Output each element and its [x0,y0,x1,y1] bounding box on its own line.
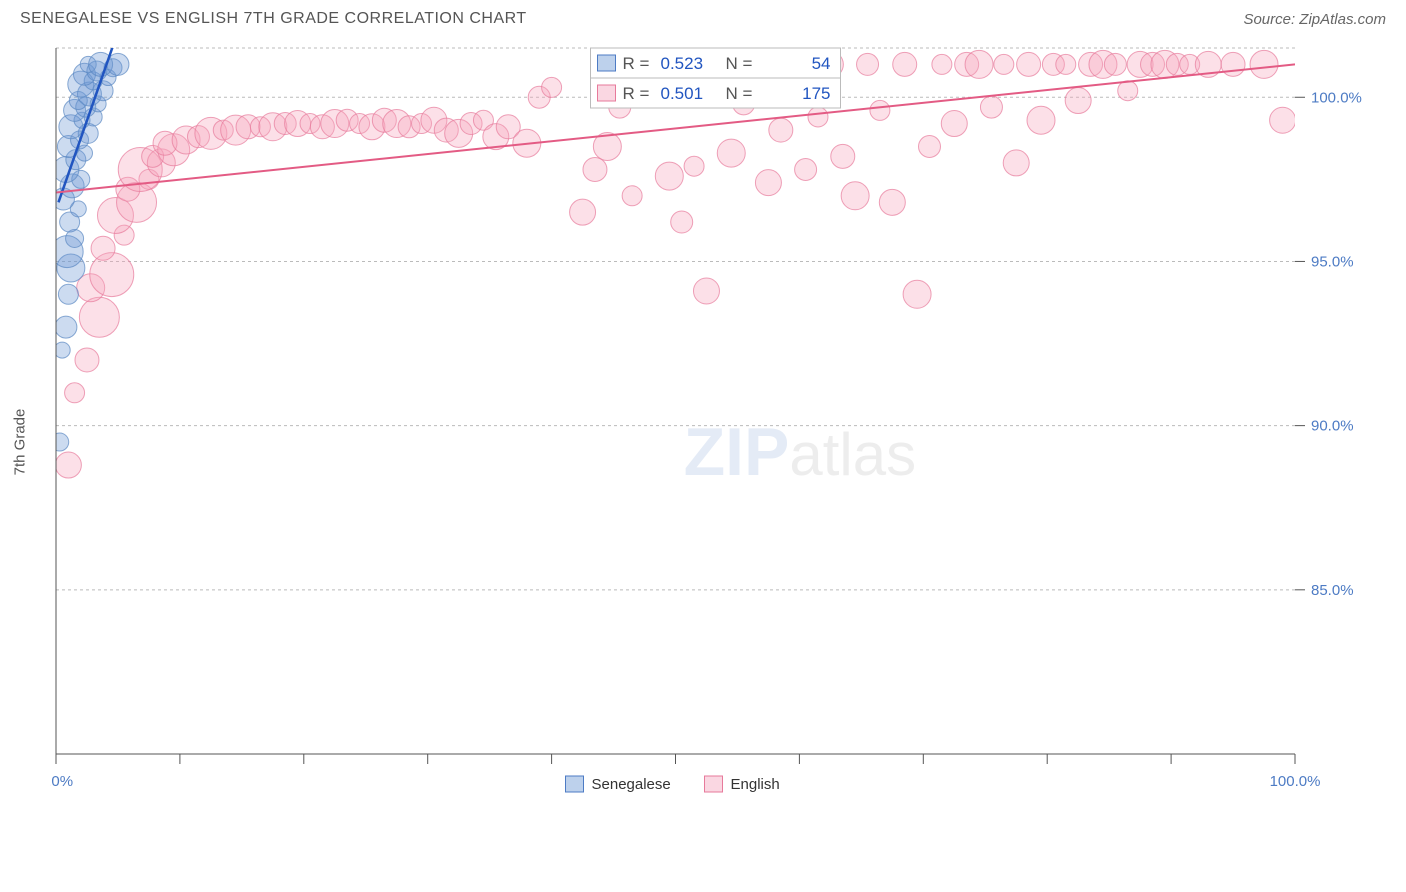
legend-swatch [705,776,723,792]
data-point [755,170,781,196]
data-point [795,158,817,180]
data-point [831,144,855,168]
data-point [583,157,607,181]
data-point [769,118,793,142]
stats-swatch [598,55,616,71]
stats-n-label: N = [726,84,753,103]
data-point [841,182,869,210]
source-attribution: Source: ZipAtlas.com [1243,11,1386,28]
data-point [965,50,993,78]
data-point [879,189,905,215]
data-point [622,186,642,206]
data-point [655,162,683,190]
chart-wrapper: 7th Grade ZIPatlas0.0%100.0%85.0%90.0%95… [50,42,1386,842]
stats-r-label: R = [623,84,650,103]
legend-swatch [566,776,584,792]
watermark: ZIPatlas [684,414,917,490]
data-point [58,284,78,304]
stats-r-label: R = [623,54,650,73]
data-point [870,100,890,120]
data-point [684,156,704,176]
y-tick-label: 90.0% [1311,418,1354,435]
data-point [994,54,1014,74]
legend-label: English [731,776,780,793]
data-point [808,107,828,127]
data-point [1270,107,1296,133]
data-point [54,342,70,358]
data-point [55,452,81,478]
stats-n-value: 54 [812,54,831,73]
data-point [671,211,693,233]
data-point [1118,81,1138,101]
data-point [1027,106,1055,134]
data-point [79,297,119,337]
data-point [65,383,85,403]
data-point [893,52,917,76]
legend-label: Senegalese [592,776,671,793]
data-point [1017,52,1041,76]
y-tick-label: 100.0% [1311,89,1362,106]
stats-n-label: N = [726,54,753,73]
data-point [1104,53,1126,75]
stats-swatch [598,85,616,101]
data-point [693,278,719,304]
data-point [1221,52,1245,76]
chart-title: SENEGALESE VS ENGLISH 7TH GRADE CORRELAT… [20,10,527,28]
stats-n-value: 175 [802,84,830,103]
data-point [1056,54,1076,74]
data-point [55,316,77,338]
correlation-scatter-chart: ZIPatlas 0.0% 100.0% 85.0% 90.0% 95.0% 100.0% R… [50,42,1370,842]
data-point [542,77,562,97]
data-point [51,433,69,451]
data-point [1003,150,1029,176]
data-point [717,139,745,167]
data-point [918,136,940,158]
data-point [1250,50,1278,78]
data-point [980,96,1002,118]
data-point [91,236,115,260]
data-point [90,253,134,297]
stats-r-value: 0.523 [661,54,704,73]
y-axis-label: 7th Grade [12,409,29,476]
data-point [857,53,879,75]
y-tick-label: 95.0% [1311,253,1354,270]
data-point [903,280,931,308]
header: SENEGALESE VS ENGLISH 7TH GRADE CORRELAT… [0,0,1406,34]
y-tick-label: 85.0% [1311,582,1354,599]
data-point [932,54,952,74]
data-point [570,199,596,225]
data-point [1065,88,1091,114]
x-tick-label: 0.0% [50,773,73,790]
stats-r-value: 0.501 [661,84,704,103]
data-point [941,111,967,137]
x-tick-label: 100.0% [1270,773,1321,790]
data-point [75,348,99,372]
